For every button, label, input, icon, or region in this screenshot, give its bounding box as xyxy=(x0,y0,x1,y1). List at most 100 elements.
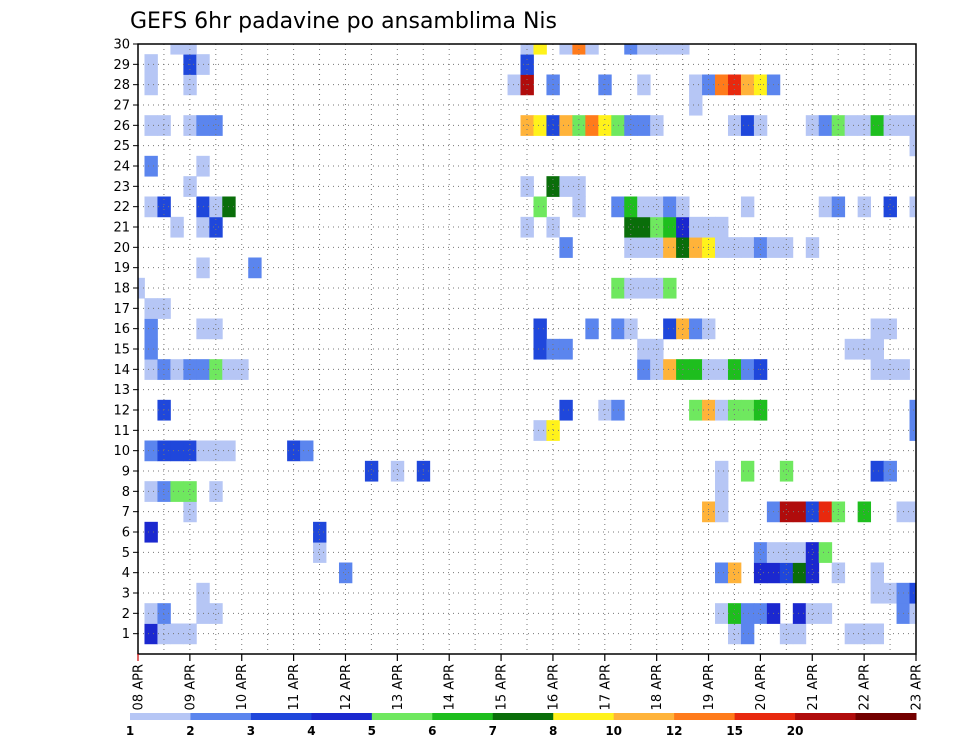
precip-cell xyxy=(313,542,327,563)
x-tick-label: 16 APR xyxy=(546,664,561,710)
precip-cell xyxy=(650,196,664,218)
precip-cell xyxy=(663,277,677,299)
precip-cell xyxy=(753,237,768,258)
y-tick-label: 25 xyxy=(113,139,130,154)
precip-cell xyxy=(144,338,158,360)
precip-cell xyxy=(818,196,833,218)
y-tick-label: 10 xyxy=(113,444,130,459)
precip-cell xyxy=(844,115,859,136)
precip-cell xyxy=(572,115,586,136)
precip-cell xyxy=(715,237,729,258)
precip-cell xyxy=(689,216,703,238)
precip-cell xyxy=(144,318,158,340)
precip-cell xyxy=(857,501,872,523)
precip-cell xyxy=(624,318,638,340)
precip-cell xyxy=(663,359,677,380)
precip-cell xyxy=(870,318,884,340)
precip-cell xyxy=(727,562,742,584)
precip-cell xyxy=(157,481,171,502)
precip-cell xyxy=(533,318,547,340)
x-tick-label: 23 APR xyxy=(910,664,925,710)
precip-cell xyxy=(779,623,794,645)
precip-cell xyxy=(689,318,703,340)
precip-cell xyxy=(650,115,664,136)
precip-cell xyxy=(883,582,897,604)
precip-cell xyxy=(909,420,917,441)
y-tick-label: 13 xyxy=(113,383,130,398)
precip-cell xyxy=(157,196,171,218)
precip-cell xyxy=(144,521,158,543)
colorbar-swatch xyxy=(795,713,857,720)
x-tick-label: 14 APR xyxy=(443,664,458,710)
precip-cell xyxy=(792,623,807,645)
precip-cell xyxy=(183,176,197,197)
precip-cell xyxy=(740,460,755,482)
precip-cell xyxy=(157,298,171,319)
precip-cell xyxy=(689,399,703,421)
precip-cell xyxy=(779,460,794,482)
precip-cell xyxy=(663,196,677,218)
precip-cell xyxy=(883,460,897,482)
precip-cell xyxy=(300,440,314,462)
colorbar-swatch xyxy=(855,713,917,720)
precip-cell xyxy=(611,318,625,340)
precip-cell xyxy=(740,196,755,218)
y-tick-label: 6 xyxy=(122,526,130,541)
precip-cell xyxy=(805,562,820,584)
precip-cell xyxy=(663,44,677,55)
colorbar-label: 20 xyxy=(787,724,804,738)
y-tick-label: 24 xyxy=(113,160,130,175)
colorbar-label: 1 xyxy=(126,724,134,738)
precip-cell xyxy=(676,196,690,218)
precip-cell xyxy=(650,237,664,258)
y-tick-label: 20 xyxy=(113,241,130,256)
precip-cell xyxy=(740,603,755,624)
x-tick-label: 10 APR xyxy=(235,664,250,710)
y-tick-label: 29 xyxy=(113,58,130,73)
precip-cell xyxy=(144,115,158,136)
precip-cell xyxy=(559,176,573,197)
y-tick-label: 14 xyxy=(113,363,130,378)
precip-cell xyxy=(909,501,917,523)
colorbar-swatch xyxy=(674,713,736,720)
precip-cell xyxy=(209,216,223,238)
precip-cell xyxy=(559,44,573,55)
colorbar-label: 4 xyxy=(307,724,315,738)
precip-cell xyxy=(209,440,223,462)
precip-cell xyxy=(364,460,379,482)
colorbar-swatch xyxy=(432,713,494,720)
precip-cell xyxy=(779,237,794,258)
precip-cell xyxy=(857,115,872,136)
precip-cell xyxy=(157,440,171,462)
precip-cell xyxy=(144,603,158,624)
precip-cell xyxy=(157,115,171,136)
precip-cell xyxy=(611,399,625,421)
precip-cell xyxy=(792,603,807,624)
precip-cell xyxy=(533,115,547,136)
precip-cell xyxy=(559,237,573,258)
y-tick-label: 3 xyxy=(122,587,130,602)
precip-cell xyxy=(740,359,755,380)
precip-cell xyxy=(779,501,794,523)
precip-cell xyxy=(183,440,197,462)
precip-cell xyxy=(650,216,664,238)
precip-cell xyxy=(663,237,677,258)
precip-cell xyxy=(909,115,917,136)
y-tick-label: 30 xyxy=(113,38,130,53)
precip-cell xyxy=(533,44,547,55)
precip-cell xyxy=(689,237,703,258)
precip-cell xyxy=(585,44,599,55)
precip-cell xyxy=(727,399,742,421)
precip-cell xyxy=(740,237,755,258)
x-tick-label: 08 APR xyxy=(132,664,147,710)
colorbar-label: 3 xyxy=(247,724,255,738)
precip-cell xyxy=(209,481,223,502)
precip-cell xyxy=(533,420,547,441)
y-tick-label: 17 xyxy=(113,302,130,317)
precip-cell xyxy=(209,603,223,624)
precip-cell xyxy=(144,54,158,75)
precip-cell xyxy=(170,440,184,462)
precip-cell xyxy=(507,74,521,96)
precip-cell xyxy=(533,338,547,360)
precip-cell xyxy=(144,440,158,462)
